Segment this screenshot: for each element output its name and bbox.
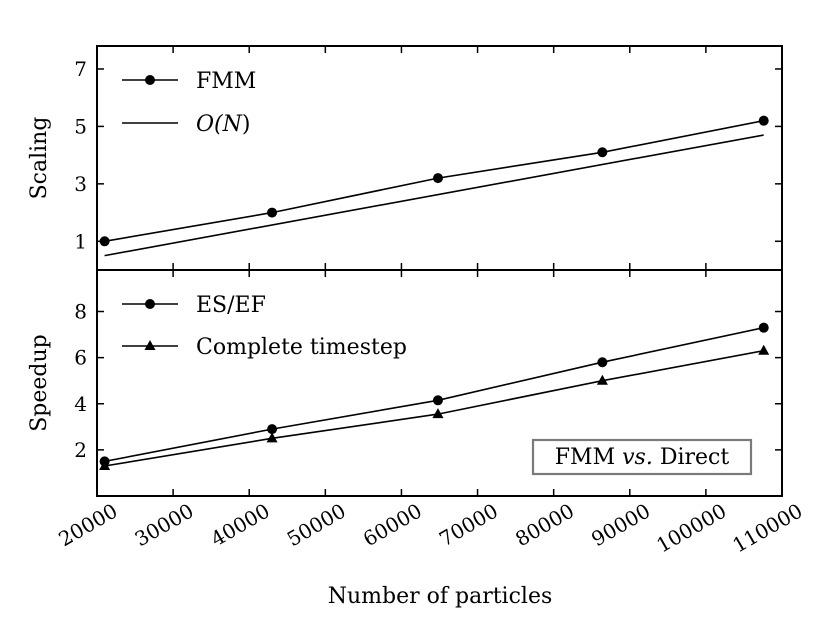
bottom-x-ticks <box>96 270 783 496</box>
legend-fmm-marker <box>145 75 155 85</box>
data-point-fmm <box>432 173 443 184</box>
x-axis-label: Number of particles <box>328 584 553 609</box>
legend-timestep-marker <box>144 340 156 350</box>
bottom-panel: 2 4 6 8 Speedup ES/EF Complete timestep FMM… <box>27 269 783 497</box>
legend-esef-label: ES/EF <box>196 293 266 318</box>
x-tick-label: 20000 <box>54 499 121 552</box>
x-tick-label: 30000 <box>131 499 198 552</box>
annotation-box: FMM vs. Direct <box>531 438 753 476</box>
bottom-legend: ES/EF Complete timestep <box>122 293 407 360</box>
data-point-es-ef <box>758 322 769 333</box>
bottom-ytick-label: 4 <box>74 392 87 416</box>
bottom-ytick-label: 2 <box>74 438 87 462</box>
bottom-series-group <box>99 322 770 471</box>
annotation-prefix: FMM <box>555 445 622 470</box>
x-tick-label: 50000 <box>283 499 350 552</box>
data-point-fmm <box>597 147 608 158</box>
series-line-o-n <box>104 134 764 257</box>
data-point-complete-timestep <box>596 374 608 385</box>
x-tick-labels: 20000 30000 40000 50000 60000 70000 80000 90000… <box>54 499 806 558</box>
data-point-complete-timestep <box>758 344 770 355</box>
data-point-complete-timestep <box>432 408 444 419</box>
bottom-ylabel: Speedup <box>27 334 52 432</box>
data-point-fmm <box>99 236 110 247</box>
bottom-plot-frame <box>96 269 783 497</box>
annotation-vs: vs. <box>622 445 653 470</box>
top-ylabel: Scaling <box>27 117 52 200</box>
annotation-text: FMM vs. Direct <box>555 445 730 470</box>
data-point-complete-timestep <box>99 460 111 471</box>
legend-timestep-label: Complete timestep <box>196 335 407 360</box>
legend-esef-marker <box>145 299 155 309</box>
legend-on-var: N <box>222 112 243 137</box>
data-point-es-ef <box>597 357 608 368</box>
data-point-es-ef <box>267 424 278 435</box>
x-tick-label: 70000 <box>435 499 502 552</box>
bottom-ytick-label: 8 <box>74 300 87 324</box>
top-ytick-label: 7 <box>74 57 87 81</box>
legend-on-prefix: O( <box>196 112 223 137</box>
bottom-y-ticks: 2 4 6 8 <box>74 300 782 462</box>
top-y-ticks: 1 3 5 7 <box>74 57 782 253</box>
x-tick-label: 90000 <box>587 499 654 552</box>
top-ytick-label: 3 <box>74 172 87 196</box>
annotation-suffix: Direct <box>653 445 730 470</box>
legend-on-suffix: ) <box>242 112 251 137</box>
legend-on-label: O(N) <box>196 112 250 137</box>
top-series-group <box>99 115 769 257</box>
x-tick-label: 40000 <box>207 499 274 552</box>
top-legend: FMM O(N) <box>122 69 256 137</box>
data-point-fmm <box>267 207 278 218</box>
x-tick-label: 60000 <box>359 499 426 552</box>
x-tick-label: 110000 <box>728 499 806 558</box>
top-ytick-label: 1 <box>74 229 87 253</box>
top-x-ticks <box>96 46 783 270</box>
top-ytick-label: 5 <box>74 114 87 138</box>
data-point-fmm <box>758 115 769 126</box>
x-tick-label: 100000 <box>652 499 730 558</box>
data-point-complete-timestep <box>266 432 278 443</box>
annotation-frame <box>531 438 753 476</box>
top-panel: 1 3 5 7 Scaling FMM O(N) <box>27 45 783 271</box>
legend-fmm-label: FMM <box>196 69 256 94</box>
x-tick-label: 80000 <box>511 499 578 552</box>
data-point-es-ef <box>432 395 443 406</box>
bottom-ytick-label: 6 <box>74 346 87 370</box>
